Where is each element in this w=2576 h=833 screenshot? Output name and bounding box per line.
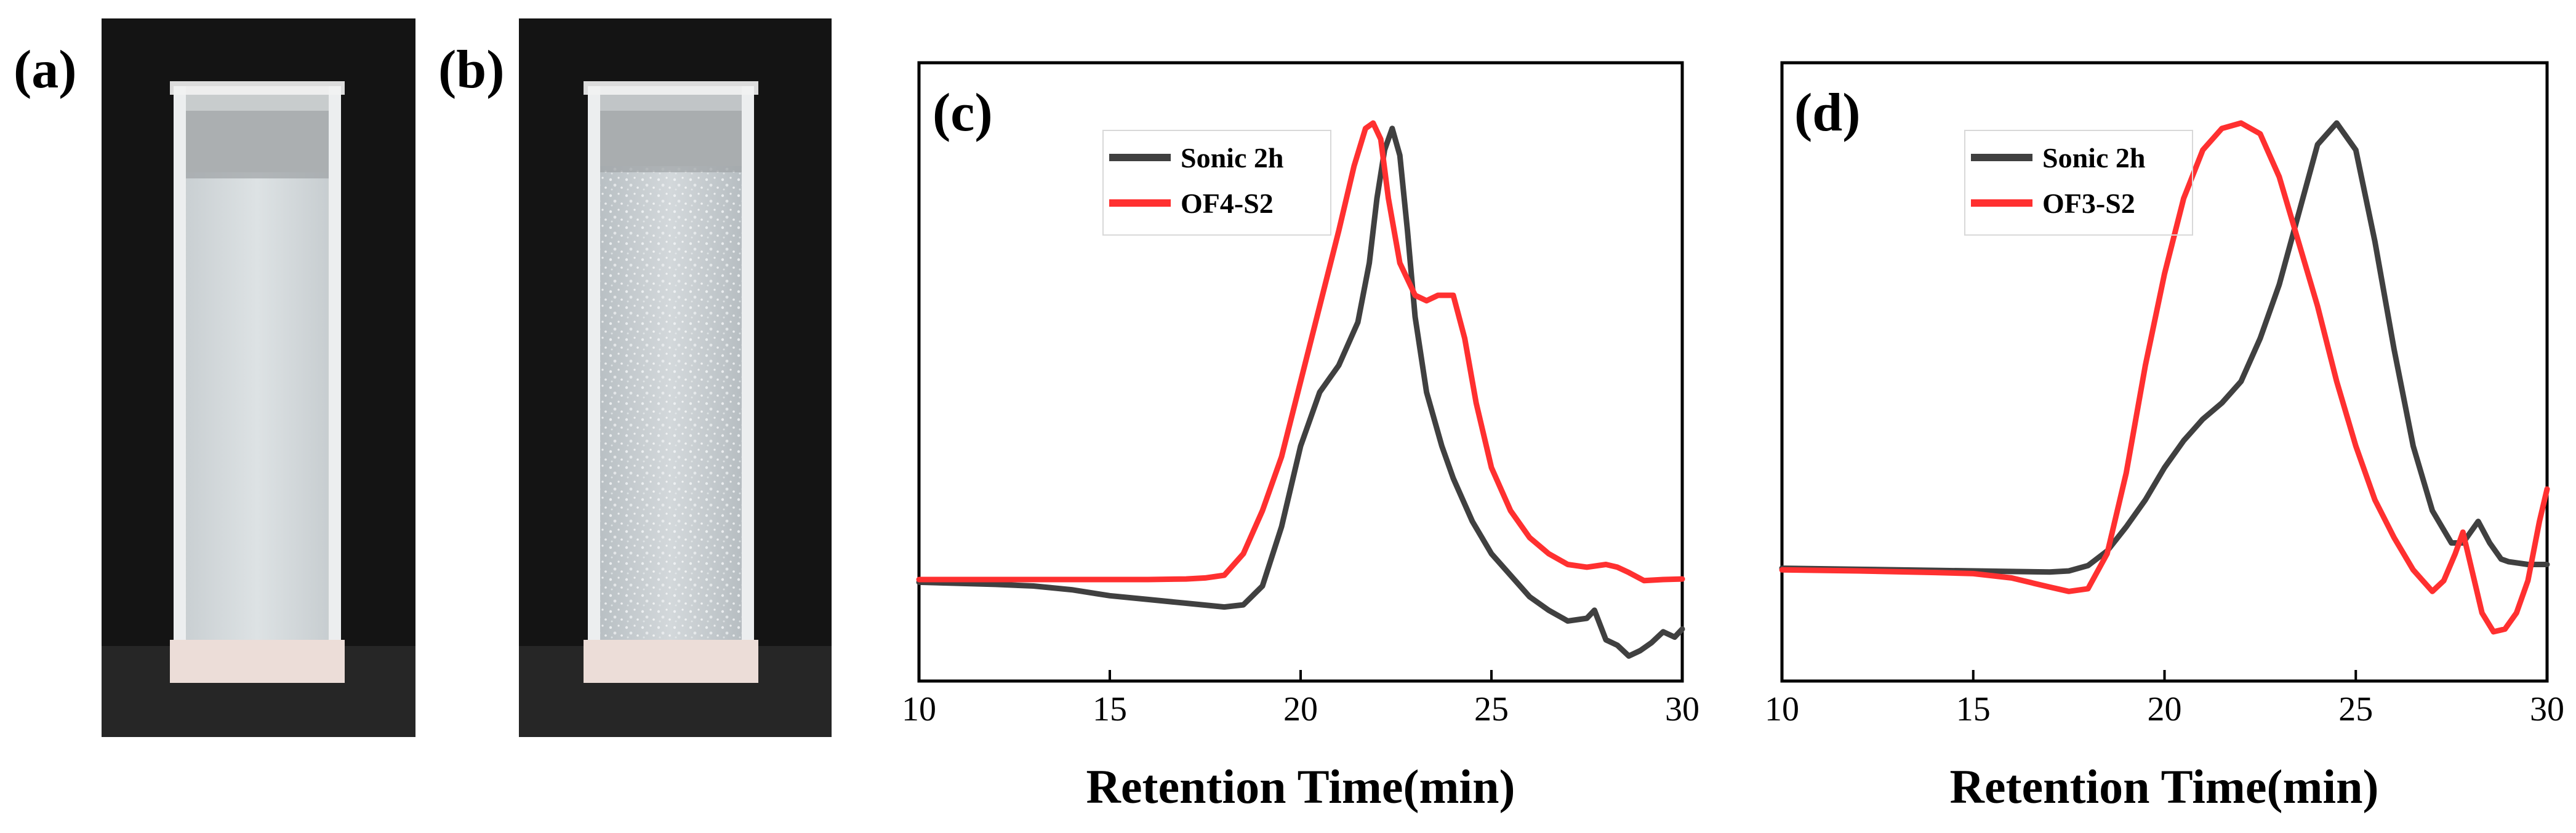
cuvette-a-left-wall — [174, 86, 186, 677]
cuvette-a-meniscus — [185, 111, 330, 178]
cuvette-b-right-wall — [742, 86, 754, 677]
cuvette-b-speckles — [598, 166, 744, 640]
chart-c-legend-label-of4: OF4-S2 — [1181, 188, 1274, 219]
photo-a-label: (a) — [14, 40, 77, 100]
chart-d-x-tick-label: 10 — [1765, 690, 1799, 728]
cuvette-a-right-wall — [329, 86, 341, 677]
chart-d: 10 15 20 25 30 (d) Sonic 2h OF3-S2 Retention… — [1765, 61, 2564, 813]
chart-d-x-tick-label: 30 — [2530, 690, 2564, 728]
chart-c-panel-label: (c) — [933, 83, 993, 143]
chart-c-x-tick-label: 20 — [1283, 690, 1318, 728]
chart-c-x-axis-title: Retention Time(min) — [1086, 760, 1515, 813]
cuvette-b-rim — [584, 81, 758, 95]
chart-c-x-tick-label: 25 — [1474, 690, 1509, 728]
chart-d-tick-layer: 10 15 20 25 30 — [1765, 670, 2564, 728]
cuvette-a-base — [170, 640, 345, 683]
chart-c-x-tick-label: 30 — [1665, 690, 1699, 728]
chart-c-tick-layer: 10 15 20 25 30 — [902, 670, 1699, 728]
chart-d-panel-label: (d) — [1794, 83, 1861, 143]
cuvette-b-base — [584, 640, 758, 683]
chart-d-legend-label-sonic: Sonic 2h — [2042, 142, 2145, 173]
chart-c-legend-box — [1102, 130, 1331, 236]
chart-c-series-layer — [916, 120, 1685, 659]
chart-c-x-tick-label: 15 — [1093, 690, 1127, 728]
chart-d-series-line-of3-s2 — [1779, 120, 2550, 635]
chart-c-series-line-sonic-2h — [916, 126, 1685, 659]
chart-d-x-tick-label: 25 — [2338, 690, 2373, 728]
cuvette-b-left-wall — [588, 86, 600, 677]
chart-d-legend: Sonic 2h OF3-S2 — [1964, 130, 2193, 236]
cuvette-b-meniscus — [598, 111, 744, 172]
chart-d-x-tick-label: 15 — [1956, 690, 1991, 728]
chart-c-series-line-of4-s2 — [916, 120, 1685, 584]
cuvette-a-rim — [170, 81, 345, 95]
cuvette-photo-a — [102, 18, 415, 737]
chart-c-x-tick-label: 10 — [902, 690, 936, 728]
photo-b-label: (b) — [438, 40, 505, 100]
chart-d-series-layer — [1779, 120, 2550, 635]
cuvette-a-liquid — [185, 172, 330, 640]
chart-d-x-tick-label: 20 — [2148, 690, 2182, 728]
chart-d-legend-label-of3: OF3-S2 — [2042, 188, 2135, 219]
cuvette-photo-b — [519, 18, 832, 737]
chart-c: 10 15 20 25 30 (c) Sonic 2h OF4-S2 Retention… — [902, 61, 1699, 813]
chart-c-legend-label-sonic: Sonic 2h — [1181, 142, 1283, 173]
chart-d-legend-box — [1964, 130, 2193, 236]
chart-c-legend: Sonic 2h OF4-S2 — [1102, 130, 1331, 236]
chart-d-series-line-sonic-2h — [1779, 120, 2550, 575]
chart-d-x-axis-title: Retention Time(min) — [1950, 760, 2379, 813]
